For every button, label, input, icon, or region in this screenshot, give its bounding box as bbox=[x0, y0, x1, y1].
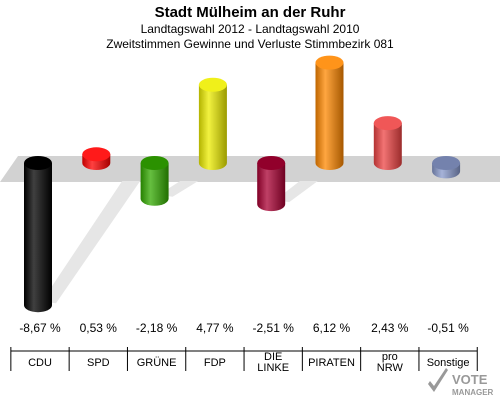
bar-cap bbox=[24, 156, 52, 170]
bar-body bbox=[198, 84, 227, 170]
value-label: 6,12 % bbox=[313, 321, 351, 335]
bar-body bbox=[373, 123, 402, 170]
bar-body bbox=[315, 62, 344, 170]
bar-cap bbox=[432, 156, 461, 170]
baseline-band bbox=[0, 156, 500, 182]
bar-body bbox=[140, 163, 169, 206]
checkmark-icon bbox=[428, 368, 448, 392]
bar-cdu bbox=[24, 156, 52, 313]
category-label: FDP bbox=[204, 357, 226, 369]
bar-cap bbox=[82, 147, 111, 162]
value-label: 4,77 % bbox=[196, 321, 234, 335]
value-label: -2,18 % bbox=[136, 321, 178, 335]
value-label: -2,51 % bbox=[253, 321, 295, 335]
value-labels: -8,67 % 0,53 % -2,18 % 4,77 % -2,51 % 6,12 % 2… bbox=[19, 321, 469, 335]
value-label: 2,43 % bbox=[371, 321, 409, 335]
category-label: GRÜNE bbox=[137, 357, 177, 369]
bar-cap bbox=[257, 156, 286, 170]
value-label: -8,67 % bbox=[19, 321, 61, 335]
chart-subtitle-2: Zweitstimmen Gewinne und Verluste Stimmb… bbox=[106, 37, 394, 51]
category-label: LINKE bbox=[257, 362, 289, 374]
bar-grüne bbox=[140, 156, 169, 206]
category-label: CDU bbox=[28, 357, 52, 369]
bar-sonstige bbox=[432, 156, 461, 179]
bar-fdp bbox=[198, 77, 227, 170]
category-label: PIRATEN bbox=[308, 357, 355, 369]
bar-die-linke bbox=[257, 156, 286, 212]
chart-title: Stadt Mülheim an der Ruhr bbox=[154, 4, 346, 21]
chart-subtitle-1: Landtagswahl 2012 - Landtagswahl 2010 bbox=[140, 22, 360, 36]
vote-manager-logo: VOTE MANAGER bbox=[428, 368, 494, 397]
bar-body bbox=[24, 163, 52, 313]
chart-baseline-band bbox=[0, 156, 500, 182]
chart-header: Stadt Mülheim an der Ruhr Landtagswahl 2… bbox=[0, 0, 500, 52]
category-label: NRW bbox=[377, 362, 404, 374]
bar-shadow bbox=[275, 181, 318, 203]
bar-pro-nrw bbox=[373, 116, 402, 170]
category-label: pro bbox=[382, 351, 398, 363]
category-label: SPD bbox=[87, 357, 110, 369]
category-label: DIE bbox=[264, 351, 282, 363]
value-label: 0,53 % bbox=[80, 321, 118, 335]
logo-text: VOTE bbox=[452, 372, 488, 387]
bar-spd bbox=[82, 147, 111, 170]
bar-cap bbox=[373, 116, 402, 131]
category-label: Sonstige bbox=[427, 357, 470, 369]
bar-cap bbox=[198, 77, 227, 92]
bar-shadow bbox=[42, 181, 141, 304]
bar-cap bbox=[140, 156, 169, 170]
bar-cap bbox=[315, 55, 344, 70]
bar-body bbox=[257, 163, 286, 212]
bar-piraten bbox=[315, 55, 344, 170]
value-label: -0,51 % bbox=[427, 321, 469, 335]
bars bbox=[24, 55, 461, 313]
logo-subtext: MANAGER bbox=[452, 388, 494, 397]
